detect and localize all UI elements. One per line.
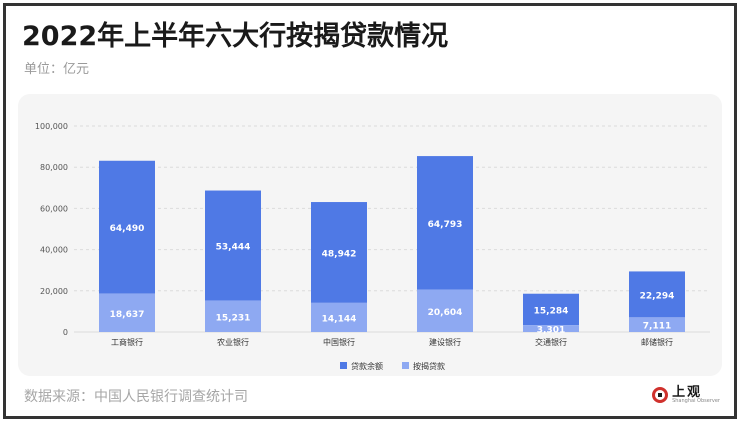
figure-frame: 2022年上半年六大行按揭贷款情况 单位：亿元 0 20,000 40,000 60,…	[3, 3, 737, 419]
chart-title: 2022年上半年六大行按揭贷款情况	[22, 21, 449, 52]
bar-loan-balance	[99, 160, 155, 294]
x-tick-label: 工商银行	[111, 337, 143, 347]
bar-loan-balance	[311, 202, 367, 303]
bar-mortgage	[629, 317, 685, 332]
data-label-mortgage: 15,231	[216, 313, 251, 323]
logo-name: 上观	[672, 385, 703, 400]
bar-loan-balance	[205, 190, 261, 301]
x-tick-label: 中国银行	[323, 337, 355, 347]
legend-label: 贷款余额	[351, 361, 383, 371]
logo-icon	[652, 387, 669, 403]
data-label-mortgage: 7,111	[643, 322, 671, 332]
x-tick-label: 农业银行	[217, 337, 249, 347]
data-label-loan-balance: 53,444	[216, 243, 251, 253]
bar-mortgage	[417, 289, 473, 332]
data-label-mortgage: 18,637	[110, 310, 145, 320]
data-label-mortgage: 3,301	[537, 326, 565, 336]
source-note: 数据来源：中国人民银行调查统计司	[24, 389, 248, 405]
legend-label: 按揭贷款	[413, 361, 445, 371]
legend-swatch	[340, 362, 347, 369]
bar-chart: 0 20,000 40,000 60,000 80,000 100,000 64,490 18…	[35, 122, 710, 371]
publisher-logo: 上观 Shanghai Observer	[652, 386, 720, 404]
x-tick-label: 交通银行	[535, 337, 567, 347]
data-label-loan-balance: 48,942	[322, 249, 357, 259]
y-tick-label: 0	[63, 328, 68, 337]
data-label-mortgage: 14,144	[322, 314, 357, 324]
y-tick-label: 80,000	[40, 163, 68, 172]
bar-mortgage	[99, 293, 155, 332]
y-tick-label: 40,000	[40, 246, 68, 255]
unit-label: 单位：亿元	[24, 62, 90, 77]
data-label-loan-balance: 64,490	[110, 224, 145, 234]
bar-mortgage	[311, 302, 367, 332]
data-label-mortgage: 20,604	[428, 308, 463, 318]
bar-loan-balance	[417, 156, 473, 290]
bar-loan-balance	[523, 293, 579, 326]
bar-mortgage	[205, 300, 261, 332]
data-label-loan-balance: 15,284	[534, 306, 569, 316]
data-label-loan-balance: 64,793	[428, 220, 463, 230]
x-tick-label: 邮储银行	[641, 337, 673, 347]
bar-loan-balance	[629, 271, 685, 318]
data-label-loan-balance: 22,294	[640, 291, 675, 301]
bar-mortgage	[523, 325, 579, 332]
legend-swatch	[402, 362, 409, 369]
y-tick-label: 100,000	[35, 122, 68, 131]
chart-panel: 0 20,000 40,000 60,000 80,000 100,000 64,490 18…	[18, 94, 722, 376]
x-tick-label: 建设银行	[429, 337, 461, 347]
y-tick-label: 60,000	[40, 204, 68, 213]
y-tick-label: 20,000	[40, 287, 68, 296]
logo-subtitle: Shanghai Observer	[672, 398, 720, 404]
